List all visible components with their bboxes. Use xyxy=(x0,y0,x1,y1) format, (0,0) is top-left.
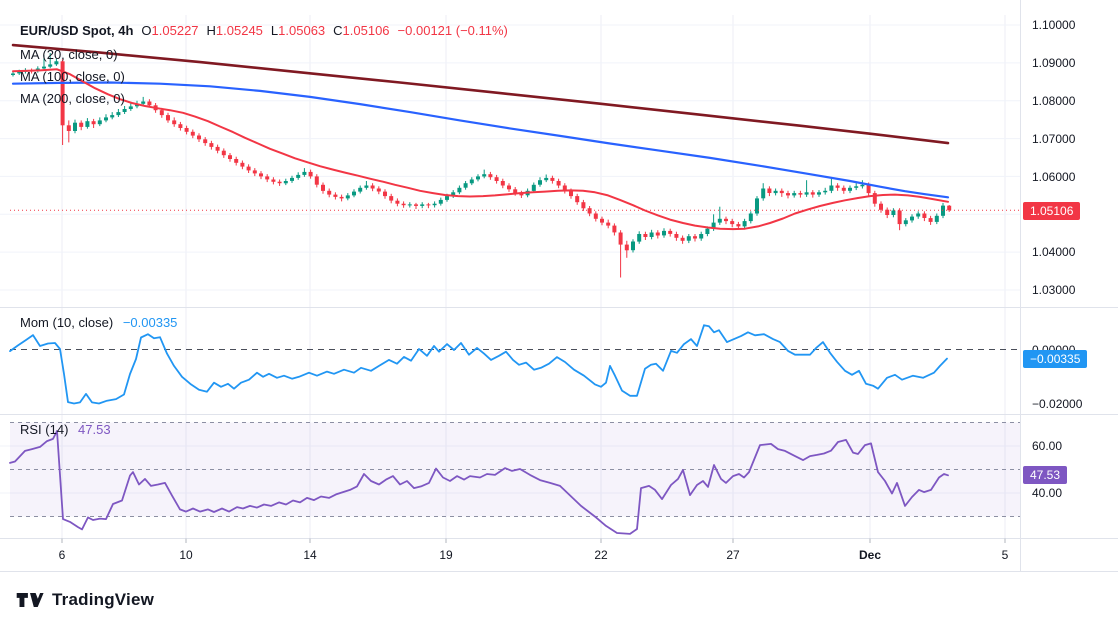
ohlc-item-h: H1.05245 xyxy=(206,23,263,38)
price-axis-label: 1.03000 xyxy=(1032,283,1076,297)
momentum-value: −0.00335 xyxy=(122,315,178,330)
ma200-legend[interactable]: MA (200, close, 0) xyxy=(20,91,125,106)
time-axis-label: 6 xyxy=(58,548,66,562)
momentum-label: Mom (10, close) xyxy=(20,315,114,330)
ma20-line xyxy=(12,68,949,231)
ma100-line xyxy=(11,81,950,199)
momentum-axis-label: −0.02000 xyxy=(1032,397,1083,411)
time-axis-label: 19 xyxy=(439,548,453,562)
time-axis-label: Dec xyxy=(858,548,882,562)
rsi-line xyxy=(9,430,949,535)
candlestick-series xyxy=(11,53,952,278)
time-axis-label: 22 xyxy=(594,548,608,562)
rsi-value-badge: 47.53 xyxy=(1023,466,1068,484)
rsi-label: RSI (14) xyxy=(20,422,69,437)
price-axis-label: 1.04000 xyxy=(1032,245,1076,259)
ma20-legend[interactable]: MA (20, close, 0) xyxy=(20,47,118,62)
ohlc-values: O1.05227 H1.05245 L1.05063 C1.05106 xyxy=(141,23,397,38)
price-axis-label: 1.06000 xyxy=(1032,170,1076,184)
ma200-line xyxy=(11,43,950,145)
ohlc-item-l: L1.05063 xyxy=(270,23,326,38)
momentum-line xyxy=(9,324,948,405)
ma200-label: MA (200, close, 0) xyxy=(20,91,125,106)
ma100-label: MA (100, close, 0) xyxy=(20,69,125,84)
time-axis-label: 27 xyxy=(726,548,740,562)
time-axis-label: 14 xyxy=(303,548,317,562)
price-axis-label: 1.10000 xyxy=(1032,18,1076,32)
price-axis-label: 1.09000 xyxy=(1032,56,1076,70)
change-value: −0.00121 (−0.11%) xyxy=(397,23,508,38)
ma100-legend[interactable]: MA (100, close, 0) xyxy=(20,69,125,84)
rsi-legend[interactable]: RSI (14) 47.53 xyxy=(20,422,111,437)
tradingview-logo-text: TradingView xyxy=(52,590,155,609)
rsi-value: 47.53 xyxy=(78,422,111,437)
last-price-badge: 1.05106 xyxy=(1023,201,1081,220)
symbol-legend[interactable]: EUR/USD Spot, 4h O1.05227 H1.05245 L1.05063… xyxy=(20,23,508,38)
ohlc-item-c: C1.05106 xyxy=(333,23,390,38)
rsi-axis-label: 60.00 xyxy=(1032,439,1063,453)
momentum-value-badge: −0.00335 xyxy=(1023,350,1088,368)
time-axis-label: 10 xyxy=(179,548,193,562)
ohlc-item-o: O1.05227 xyxy=(141,23,199,38)
symbol-title: EUR/USD Spot, 4h xyxy=(20,23,134,38)
ma20-label: MA (20, close, 0) xyxy=(20,47,118,62)
tradingview-logo-icon xyxy=(16,593,44,607)
price-axis-label: 1.08000 xyxy=(1032,94,1076,108)
chart-plot-area[interactable] xyxy=(0,0,1118,580)
time-axis-label: 5 xyxy=(1001,548,1009,562)
tradingview-logo[interactable]: TradingView xyxy=(16,590,154,610)
rsi-axis-label: 40.00 xyxy=(1032,486,1063,500)
price-axis-label: 1.07000 xyxy=(1032,132,1076,146)
momentum-legend[interactable]: Mom (10, close) −0.00335 xyxy=(20,315,177,330)
